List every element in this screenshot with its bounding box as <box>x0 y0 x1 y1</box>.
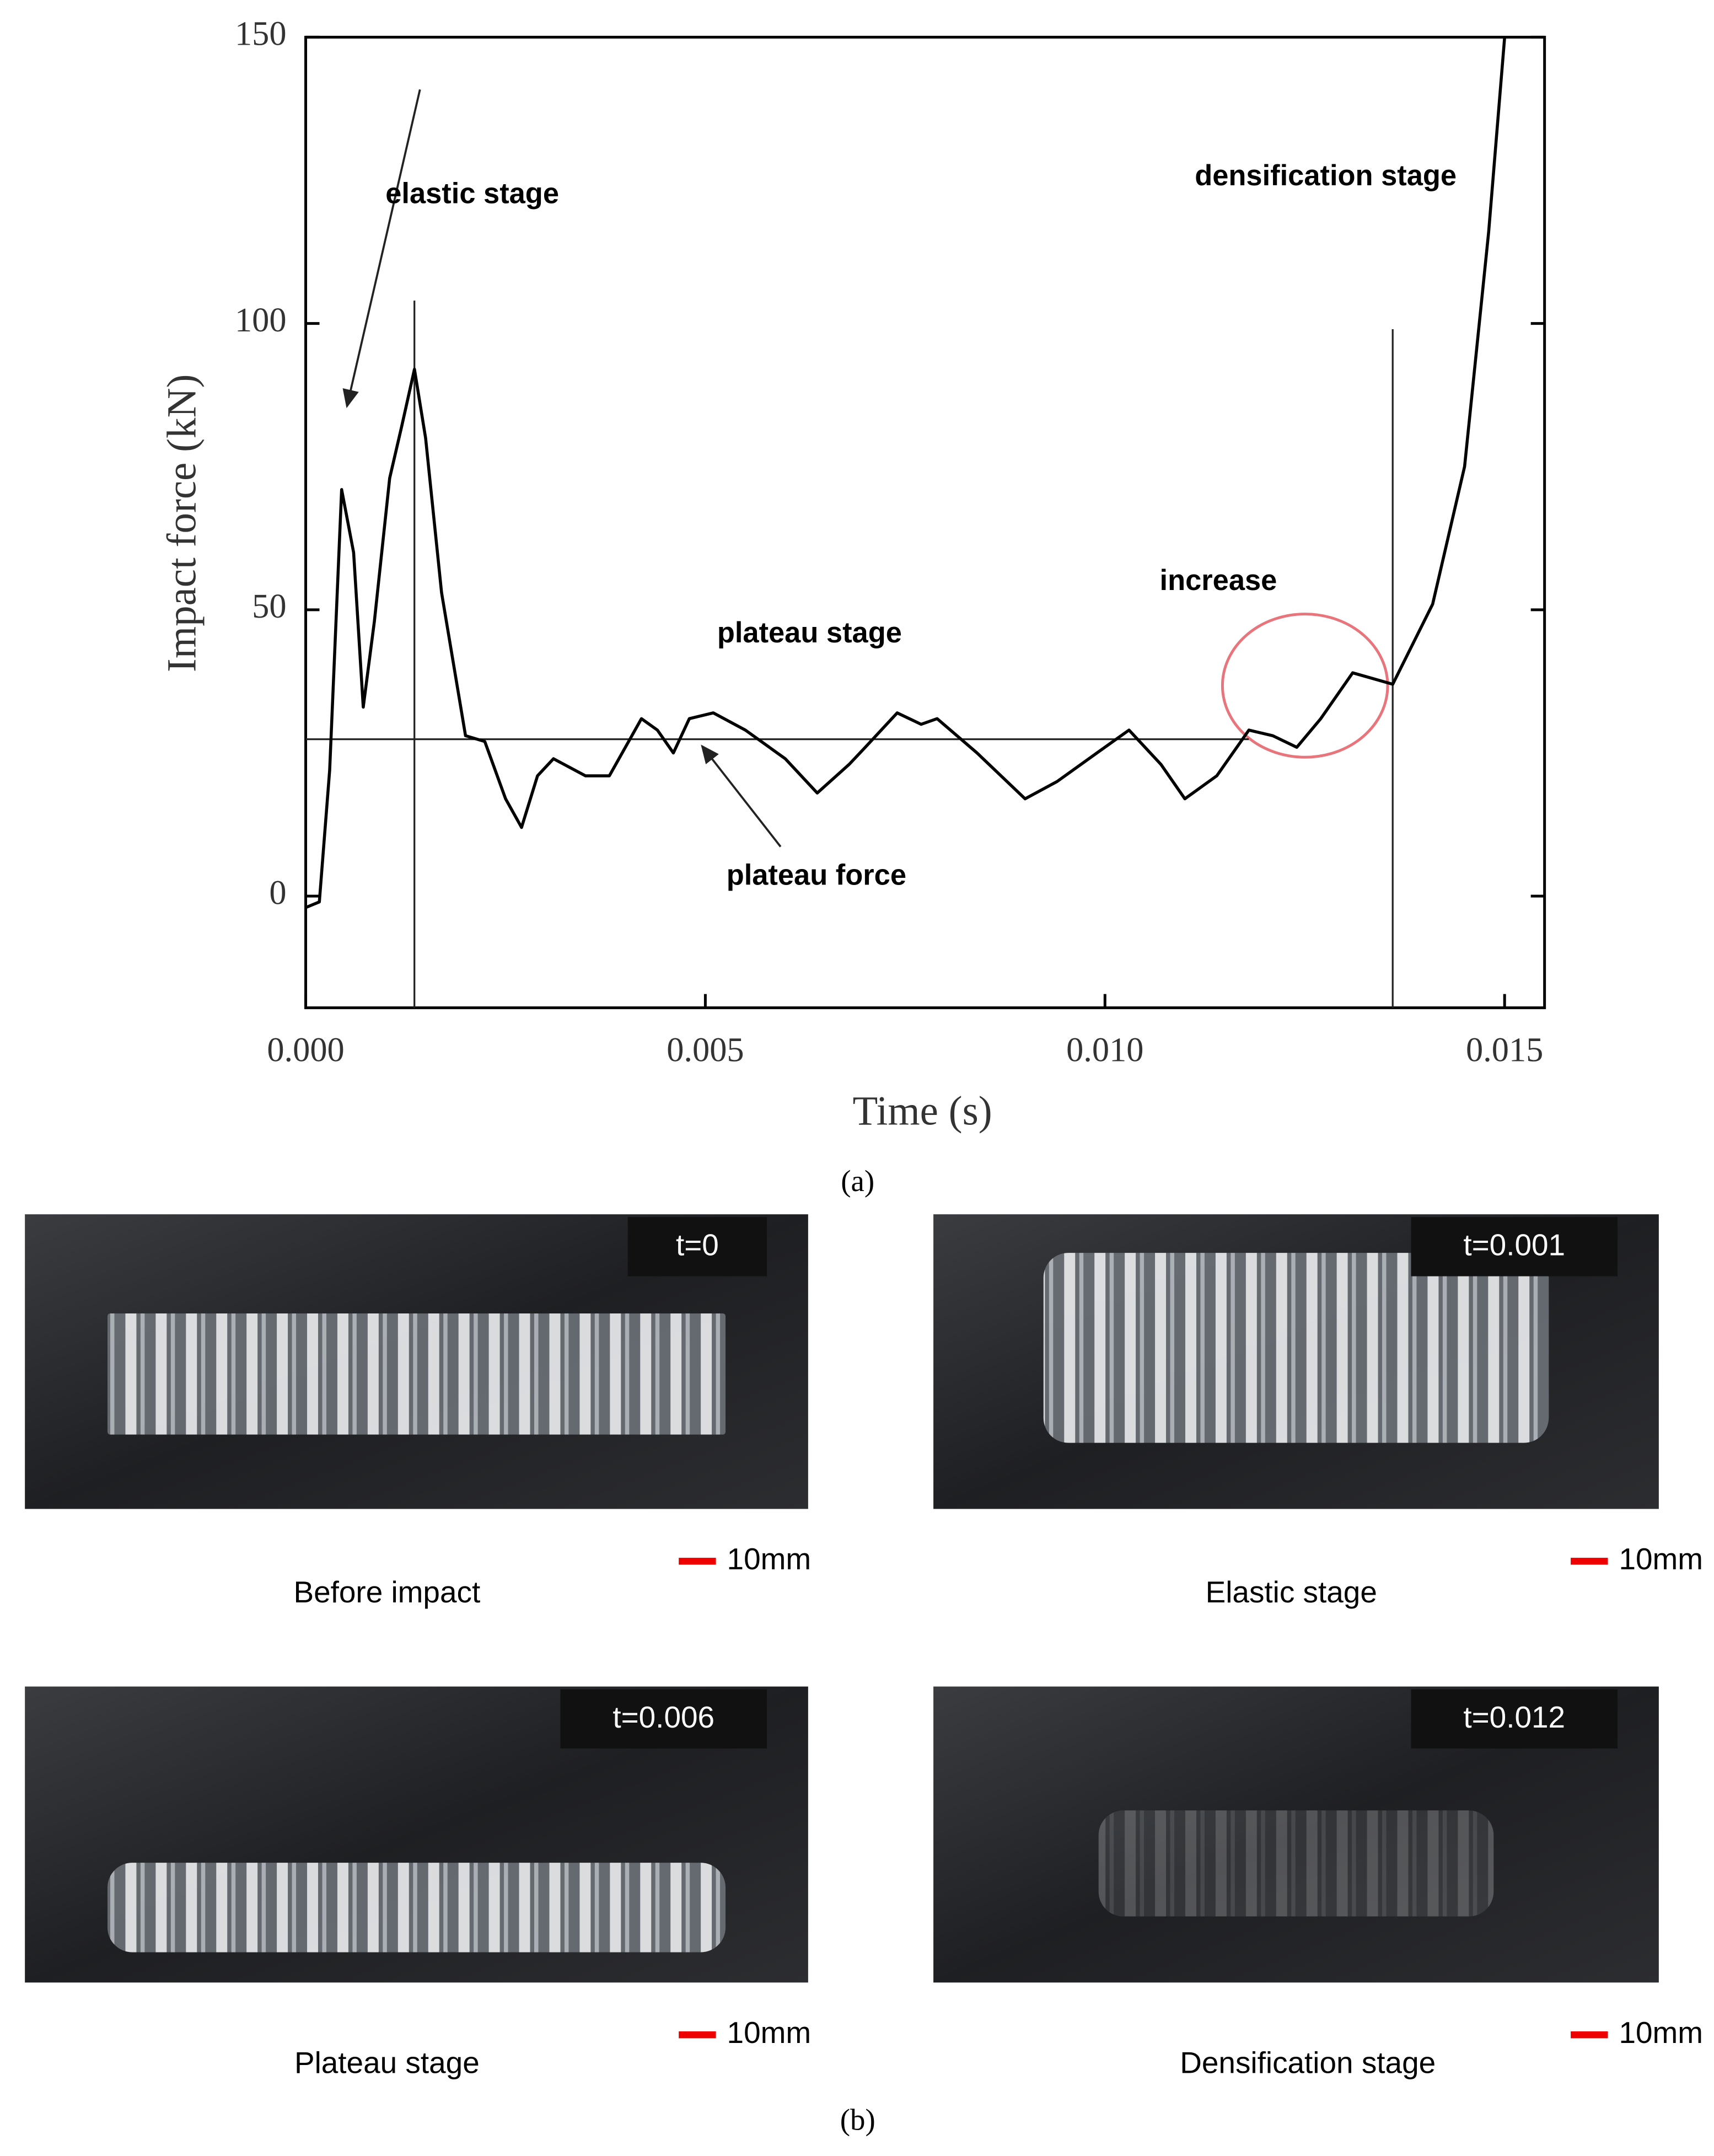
y-tick-label: 150 <box>235 14 287 53</box>
scale-label: 10mm <box>1619 1542 1703 1576</box>
annotation: increase <box>1160 565 1277 597</box>
time-label-box <box>627 1217 767 1277</box>
photo-caption: Densification stage <box>1180 2046 1436 2080</box>
y-tick-label: 0 <box>269 873 286 911</box>
time-label: t=0 <box>676 1228 719 1262</box>
time-label-box <box>560 1689 767 1749</box>
plot-frame <box>304 35 1546 1010</box>
x-axis-title: Time (s) <box>853 1088 992 1134</box>
panel-label: (b) <box>840 2103 875 2137</box>
photo-caption: Elastic stage <box>1206 1575 1377 1609</box>
y-tick-label: 50 <box>252 587 286 625</box>
y-tick-label: 100 <box>235 301 287 339</box>
time-label-box <box>1411 1689 1618 1749</box>
panel-label: (a) <box>841 1164 874 1198</box>
annotation: plateau stage <box>717 617 902 649</box>
scale-label: 10mm <box>727 1542 812 1576</box>
specimen <box>1098 1810 1494 1917</box>
annotation: elastic stage <box>385 178 559 210</box>
data-line <box>305 37 1506 909</box>
scale-label: 10mm <box>1619 2015 1703 2050</box>
x-tick-label: 0.010 <box>1066 1030 1143 1069</box>
time-label: t=0.012 <box>1463 1700 1565 1734</box>
x-tick-label: 0.005 <box>667 1030 744 1069</box>
arrow <box>342 89 421 409</box>
highlight-ellipse <box>1221 613 1389 759</box>
photo-caption: Before impact <box>293 1575 480 1609</box>
time-label-box <box>1411 1217 1618 1277</box>
specimen <box>107 1313 726 1435</box>
annotation: densification stage <box>1195 160 1457 192</box>
x-tick-label: 0.015 <box>1466 1030 1543 1069</box>
photo-caption: Plateau stage <box>294 2046 480 2080</box>
specimen <box>107 1863 726 1953</box>
time-label: t=0.001 <box>1463 1228 1565 1262</box>
specimen <box>1043 1253 1549 1443</box>
y-axis-title: Impact force (kN) <box>159 374 205 672</box>
annotation: plateau force <box>727 859 906 891</box>
scale-label: 10mm <box>727 2015 812 2050</box>
x-tick-label: 0.000 <box>267 1030 344 1069</box>
time-label: t=0.006 <box>612 1700 714 1734</box>
arrow <box>701 744 782 848</box>
